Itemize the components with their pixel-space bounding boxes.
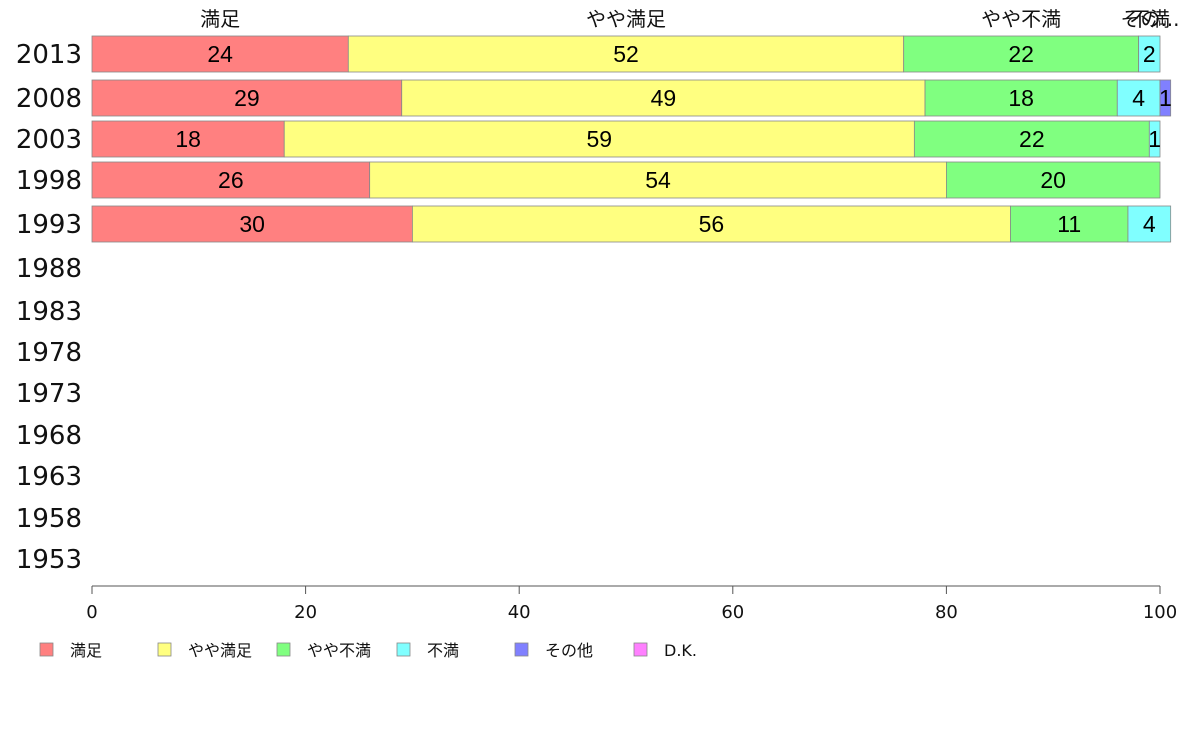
bar-segment bbox=[91, 205, 413, 243]
bar-segment bbox=[411, 205, 1011, 243]
legend-swatch bbox=[39, 642, 54, 657]
bar-segment bbox=[91, 79, 403, 117]
data-label: 11 bbox=[1057, 211, 1081, 237]
bar-segment bbox=[1116, 79, 1161, 117]
top-category-label: その... bbox=[1120, 7, 1179, 31]
data-label: 54 bbox=[645, 167, 671, 193]
bar-segment bbox=[91, 35, 349, 73]
legend-swatch bbox=[514, 642, 529, 657]
data-label: 30 bbox=[239, 211, 265, 237]
top-category-label: やや不満 bbox=[981, 7, 1061, 31]
bar-segment bbox=[401, 79, 926, 117]
data-label: 18 bbox=[175, 126, 201, 152]
bar-segment bbox=[1138, 35, 1161, 73]
bar-segment bbox=[1010, 205, 1129, 243]
bar-segment bbox=[1148, 120, 1161, 158]
data-label: 52 bbox=[613, 41, 639, 67]
bar-segment bbox=[913, 120, 1150, 158]
data-label: 59 bbox=[587, 126, 613, 152]
legend-swatch bbox=[396, 642, 411, 657]
top-category-label: 満足 bbox=[200, 7, 240, 31]
legend-label: 不満 bbox=[427, 641, 459, 660]
data-label: 18 bbox=[1008, 85, 1034, 111]
y-tick-label: 1958 bbox=[16, 504, 82, 534]
y-tick-label: 1953 bbox=[16, 545, 82, 575]
y-tick-label: 2013 bbox=[16, 40, 82, 70]
x-tick-label: 100 bbox=[1143, 602, 1177, 623]
y-tick-label: 1973 bbox=[16, 379, 82, 409]
legend-label: やや不満 bbox=[307, 641, 371, 660]
top-category-label: やや満足 bbox=[586, 7, 666, 31]
x-tick-label: 80 bbox=[935, 602, 958, 623]
legend-label: その他 bbox=[545, 641, 593, 660]
bar-segment bbox=[924, 79, 1118, 117]
data-label: 24 bbox=[207, 41, 233, 67]
bar-segment bbox=[1127, 205, 1172, 243]
data-label: 26 bbox=[218, 167, 244, 193]
y-tick-label: 1963 bbox=[16, 462, 82, 492]
data-label: 2 bbox=[1143, 41, 1156, 67]
x-tick-label: 20 bbox=[294, 602, 317, 623]
legend-label: やや満足 bbox=[188, 641, 252, 660]
x-tick-label: 40 bbox=[508, 602, 531, 623]
legend: 満足 やや満足 やや不満 不満 その他 D.K. bbox=[39, 641, 697, 660]
bar-segment bbox=[91, 120, 285, 158]
legend-label: 満足 bbox=[70, 641, 102, 660]
bar-segment bbox=[1159, 79, 1172, 117]
bar-segment bbox=[347, 35, 905, 73]
top-category-labels: 満足 やや満足 やや不満 不満その... bbox=[200, 7, 1179, 31]
x-axis: 0 20 40 60 80 100 bbox=[86, 585, 1177, 623]
y-tick-label: 1968 bbox=[16, 421, 82, 451]
data-label: 56 bbox=[699, 211, 725, 237]
bar-segment bbox=[903, 35, 1140, 73]
y-tick-label: 2003 bbox=[16, 125, 82, 155]
x-tick-label: 60 bbox=[721, 602, 744, 623]
y-tick-label: 1983 bbox=[16, 297, 82, 327]
y-tick-label: 1978 bbox=[16, 338, 82, 368]
y-axis-labels: 2013 2008 2003 1998 1993 1988 1983 1978 1973 1968… bbox=[16, 40, 82, 575]
x-tick-label: 0 bbox=[86, 602, 97, 623]
bar-segment bbox=[946, 161, 1161, 199]
data-label: 20 bbox=[1040, 167, 1066, 193]
legend-swatch bbox=[633, 642, 648, 657]
y-tick-label: 1988 bbox=[16, 254, 82, 284]
legend-swatch bbox=[157, 642, 172, 657]
data-label: 49 bbox=[651, 85, 677, 111]
data-label: 4 bbox=[1143, 211, 1156, 237]
y-tick-label: 2008 bbox=[16, 84, 82, 114]
data-label: 22 bbox=[1008, 41, 1034, 67]
bar-segment bbox=[369, 161, 947, 199]
y-tick-label: 1998 bbox=[16, 166, 82, 196]
data-label: 4 bbox=[1132, 85, 1145, 111]
top-category-label: 不満 bbox=[1130, 7, 1170, 31]
legend-swatch bbox=[276, 642, 291, 657]
y-tick-label: 1993 bbox=[16, 210, 82, 240]
data-label: 29 bbox=[234, 85, 260, 111]
data-label: 1 bbox=[1159, 85, 1172, 111]
data-label: 1 bbox=[1148, 126, 1161, 152]
data-label: 22 bbox=[1019, 126, 1045, 152]
legend-label: D.K. bbox=[664, 641, 697, 660]
